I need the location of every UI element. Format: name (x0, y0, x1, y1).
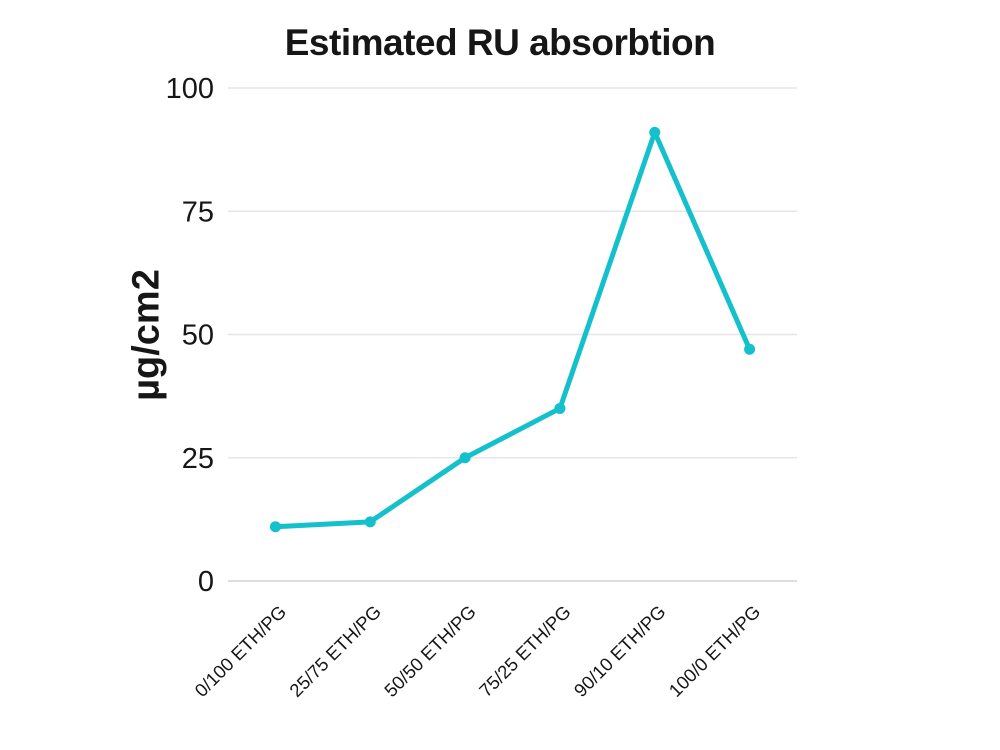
data-point (744, 343, 756, 355)
x-tick-label: 0/100 ETH/PG (190, 601, 290, 701)
data-point (554, 402, 566, 414)
x-tick-label: 90/10 ETH/PG (570, 601, 670, 701)
x-tick-label: 50/50 ETH/PG (380, 601, 480, 701)
data-point (459, 452, 471, 464)
data-line (272, 129, 753, 530)
y-tick-label: 75 (182, 196, 214, 228)
data-point (649, 126, 661, 138)
data-point (364, 516, 376, 528)
y-tick-label: 25 (182, 443, 214, 475)
x-tick-label: 25/75 ETH/PG (285, 601, 385, 701)
chart-title: Estimated RU absorbtion (284, 22, 716, 63)
data-point (269, 521, 281, 533)
x-tick-label: 75/25 ETH/PG (475, 601, 575, 701)
x-tick-label: 100/0 ETH/PG (664, 601, 764, 701)
y-tick-label: 0 (198, 566, 214, 598)
y-tick-label: 50 (182, 320, 214, 352)
y-tick-label: 100 (166, 73, 214, 105)
